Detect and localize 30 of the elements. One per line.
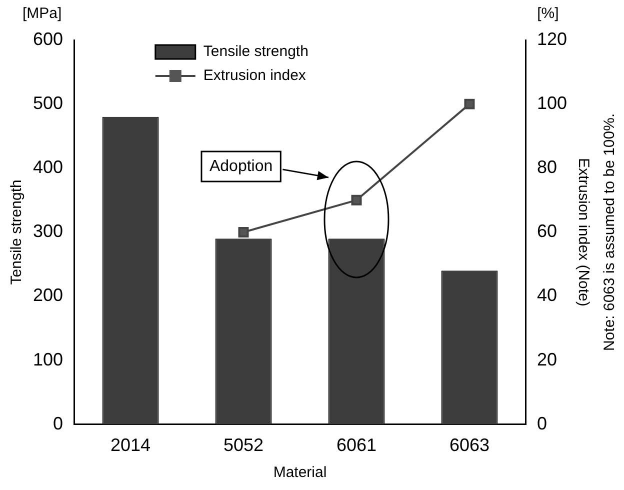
y2-tick-label: 20 [536,349,557,370]
annotation: Adoption [209,158,273,175]
x-tick-label: 5052 [223,435,264,456]
x-tick-label: 2014 [110,435,151,456]
text: [%] [537,5,559,22]
y-axis-title: Tensile strength [8,180,26,285]
y-tick-label: 0 [53,413,64,434]
y2-tick-label: 40 [536,285,557,306]
x-tick-label: 6061 [336,435,377,456]
y-tick-label: 500 [32,93,64,114]
y-tick-label: 100 [32,349,64,370]
y2-tick-label: 60 [536,221,557,242]
point [464,98,475,110]
x-tick-label: 6063 [449,435,490,456]
text: Note: 6063 is assumed to be 100%. [601,113,618,352]
legend-label: Extrusion index [203,67,306,84]
point [238,226,249,238]
x-axis-title: Material [273,464,327,482]
y-tick-label: 400 [32,157,64,178]
y2-tick-label: 80 [536,157,557,178]
y2-tick-label: 120 [536,28,568,49]
y2-axis-title: Extrusion index (Note) [574,158,592,306]
y-tick-label: 200 [32,285,64,306]
y-tick-label: 300 [32,221,64,242]
y-tick-label: 600 [32,28,64,49]
y2-tick-label: 100 [536,93,568,114]
text: [MPa] [22,5,62,22]
y2-tick-label: 0 [536,413,547,434]
point [351,194,362,206]
legend-label: Tensile strength [203,43,308,60]
